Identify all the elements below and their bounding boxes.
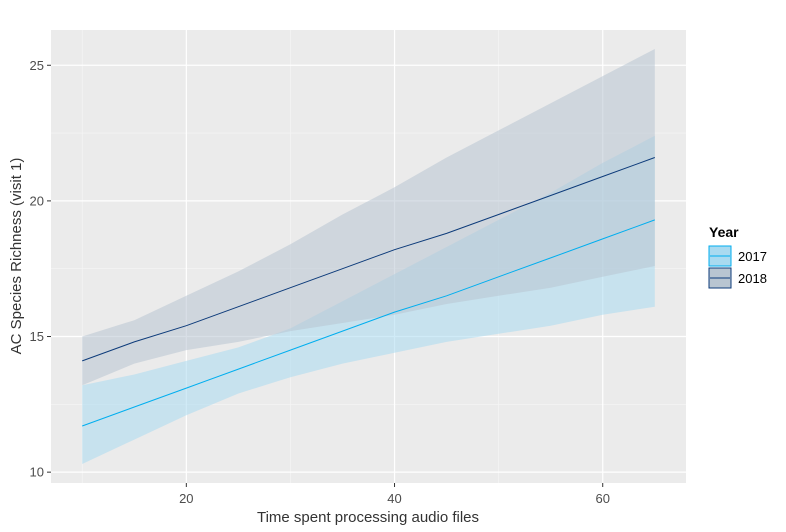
series-line-2017 <box>82 219 655 427</box>
legend: Year 2017 2018 <box>708 224 767 289</box>
y-tick-label: 10 <box>30 465 44 480</box>
confidence-bands <box>82 49 655 465</box>
y-tick-label: 20 <box>30 193 44 208</box>
y-tick-label: 15 <box>30 329 44 344</box>
series-lines <box>82 157 655 427</box>
y-tick-label: 25 <box>30 58 44 73</box>
legend-title: Year <box>709 224 739 240</box>
x-tick-label: 20 <box>179 491 193 506</box>
series-line-2018 <box>82 157 655 362</box>
y-axis: 10 15 20 25 <box>30 58 51 480</box>
legend-label-2018: 2018 <box>738 271 767 286</box>
x-axis-title: Time spent processing audio files <box>257 509 479 526</box>
x-tick-label: 40 <box>387 491 401 506</box>
legend-label-2017: 2017 <box>738 249 767 264</box>
x-tick-label: 60 <box>595 491 609 506</box>
confidence-band-2018 <box>82 49 655 386</box>
y-axis-title: AC Species Richness (visit 1) <box>8 158 25 355</box>
x-axis: 20 40 60 <box>179 483 610 506</box>
